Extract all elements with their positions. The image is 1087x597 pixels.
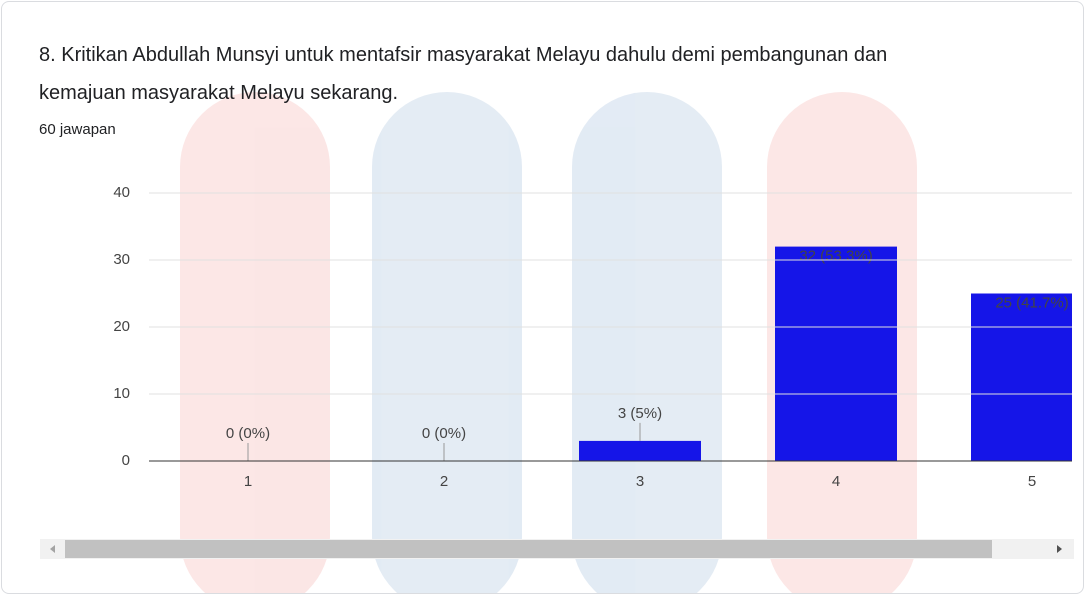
bar [579, 441, 701, 461]
x-tick-label: 4 [832, 473, 840, 490]
data-label: 32 (53.3%) [799, 248, 872, 265]
scrollbar[interactable] [40, 539, 1074, 559]
x-tick-label: 3 [636, 473, 644, 490]
data-label: 0 (0%) [422, 425, 466, 442]
x-tick-label: 1 [244, 473, 252, 490]
y-tick-label: 0 [122, 452, 130, 469]
chart-title: 8. Kritikan Abdullah Munsyi untuk mentaf… [39, 36, 889, 112]
y-tick-label: 40 [113, 184, 130, 201]
bar [971, 294, 1084, 462]
response-count: 60 jawapan [39, 121, 116, 138]
y-tick-label: 10 [113, 385, 130, 402]
data-label: 25 (41.7%) [995, 294, 1068, 311]
data-label: 3 (5%) [618, 405, 662, 422]
y-tick-label: 30 [113, 251, 130, 268]
bar [775, 247, 897, 461]
data-label: 0 (0%) [226, 425, 270, 442]
x-tick-label: 2 [440, 473, 448, 490]
y-tick-label: 20 [113, 318, 130, 335]
card: 0 (0%) 0 (0%) 3 (5%) 32 (53.3%) 25 (41.7%) 0… [1, 1, 1084, 594]
x-tick-label: 5 [1028, 473, 1036, 490]
